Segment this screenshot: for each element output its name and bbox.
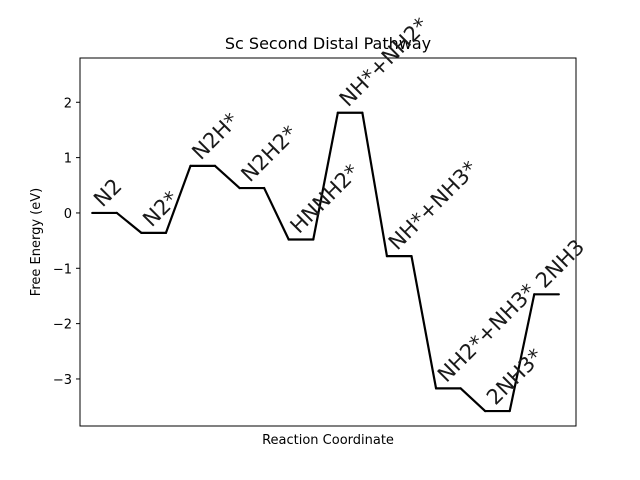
y-tick-label: −1 xyxy=(53,262,72,277)
y-tick-label: 2 xyxy=(64,96,72,111)
connector-line xyxy=(263,186,290,241)
connector-line xyxy=(164,164,192,234)
connector-line xyxy=(459,387,487,413)
connector-line xyxy=(361,111,389,258)
y-tick-label: 0 xyxy=(64,207,72,222)
energy-profile xyxy=(91,111,560,413)
plot-frame xyxy=(79,57,577,427)
connector-line xyxy=(312,111,339,241)
y-tick-label: −2 xyxy=(53,318,72,333)
step-label: 2NH3 xyxy=(531,235,589,293)
connector-line xyxy=(213,164,241,190)
y-axis: 2 1 0 −1 −2 −3 xyxy=(53,96,80,388)
step-label: 2NH3* xyxy=(482,344,548,410)
connector-line xyxy=(115,211,143,234)
step-label: N2* xyxy=(138,186,183,231)
y-axis-label: Free Energy (eV) xyxy=(29,188,44,296)
y-tick-label: 1 xyxy=(64,152,72,167)
chart-title: Sc Second Distal Pathway xyxy=(225,34,431,53)
step-labels: N2 N2*N2H*N2H2*HNNH2*NH*+NH2*NH*+NH3*NH2*… xyxy=(89,13,589,410)
step-label: NH*+NH3* xyxy=(384,156,482,254)
step-label: N2H* xyxy=(187,108,243,164)
step-label: N2H2* xyxy=(236,121,302,187)
step-label: NH*+NH2* xyxy=(335,13,433,111)
step-label: N2 xyxy=(89,174,127,212)
connector-line xyxy=(508,293,536,413)
y-tick-label: −3 xyxy=(53,373,72,388)
connector-line xyxy=(410,255,438,390)
x-axis-label: Reaction Coordinate xyxy=(262,433,394,448)
step-label: HNNH2* xyxy=(286,160,364,238)
